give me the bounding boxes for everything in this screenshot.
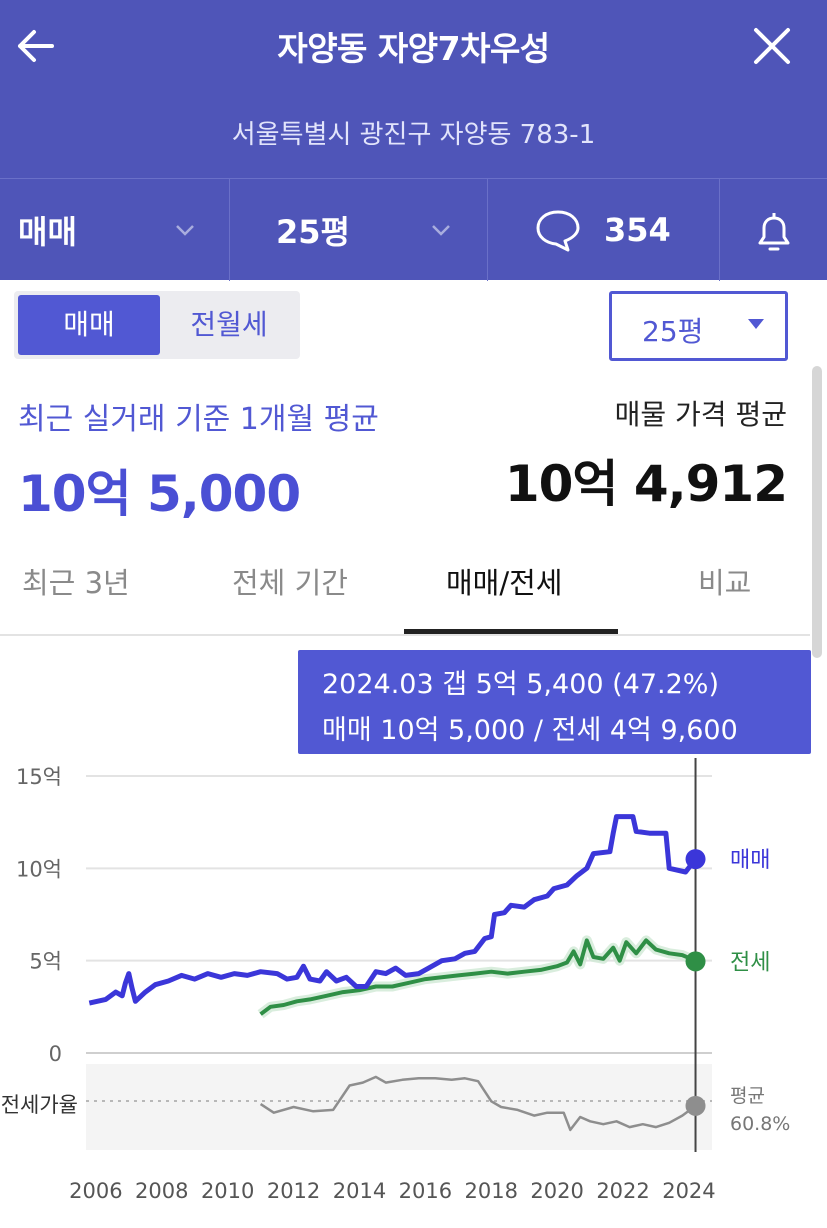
recent-average-label: 최근 실거래 기준 1개월 평균: [18, 402, 379, 437]
period-tabs: 최근 3년 전체 기간 매매/전세 비교: [0, 540, 810, 636]
scrollbar[interactable]: [812, 366, 822, 658]
filter-bar: 매매 25평 354: [0, 178, 827, 281]
y-tick-label: 10억: [16, 857, 62, 881]
sale-series-label: 매매: [730, 848, 770, 873]
x-tick-label: 2020: [530, 1179, 583, 1203]
ratio-end-point: [685, 1095, 706, 1116]
series-sale-line: [88, 814, 698, 1006]
tab-recent-3y[interactable]: 최근 3년: [22, 566, 130, 600]
size-select[interactable]: 25평: [609, 291, 788, 361]
active-tab-underline: [404, 629, 618, 634]
jeonse-end-point: [685, 951, 706, 972]
tooltip-price-line: 매매 10억 5,000 / 전세 4억 9,600: [322, 715, 738, 746]
y-tick-label: 15억: [16, 765, 62, 789]
x-tick-label: 2022: [596, 1179, 649, 1203]
x-tick-label: 2008: [135, 1179, 188, 1203]
comment-count: 354: [604, 211, 671, 249]
arrow-left-icon[interactable]: [14, 24, 58, 68]
alert-button[interactable]: [720, 179, 827, 281]
recent-average-value: 10억 5,000: [18, 465, 301, 523]
listing-average-label: 매물 가격 평균: [614, 398, 787, 431]
chevron-down-icon: [432, 225, 450, 236]
ratio-average-value: 60.8%: [730, 1113, 790, 1135]
size-dropdown[interactable]: 25평: [230, 179, 488, 281]
y-tick-label: 5억: [29, 950, 62, 974]
chart-tooltip: 2024.03 갭 5억 5,400 (47.2%) 매매 10억 5,000 …: [298, 650, 811, 754]
deal-type-segment: 매매 전월세: [14, 291, 300, 359]
ratio-axis-label: 전세가율: [1, 1093, 78, 1117]
x-tick-label: 2006: [69, 1179, 122, 1203]
price-chart[interactable]: 15억 10억 5억 0 2006 2008 2010 2012 2014 2016 2018 20…: [0, 640, 812, 1228]
bell-icon: [758, 213, 790, 251]
y-tick-label: 0: [49, 1042, 62, 1066]
jeonse-series-label: 전세: [730, 950, 770, 975]
ratio-panel-bg: [86, 1064, 712, 1150]
series-ratio-line: [259, 1075, 697, 1132]
size-label: 25평: [276, 213, 350, 251]
segment-rent[interactable]: 전월세: [190, 308, 268, 341]
x-tick-label: 2012: [267, 1179, 320, 1203]
x-tick-label: 2010: [201, 1179, 254, 1203]
tab-sale-jeonse[interactable]: 매매/전세: [446, 566, 563, 600]
tab-compare[interactable]: 비교: [698, 566, 752, 600]
x-tick-label: 2018: [465, 1179, 518, 1203]
size-select-value: 25평: [642, 315, 704, 348]
address-text: 서울특별시 광진구 자양동 783-1: [231, 120, 596, 150]
series-jeonse-line: [259, 938, 697, 1016]
speech-bubble-icon: [536, 210, 580, 252]
listing-average-value: 10억 4,912: [504, 455, 788, 513]
app-header: 자양동 자양7차우성 서울특별시 광진구 자양동 783-1 매매 25평 35…: [0, 0, 827, 281]
sale-end-point: [685, 849, 706, 870]
caret-down-icon: [748, 319, 764, 329]
tooltip-gap-line: 2024.03 갭 5억 5,400 (47.2%): [322, 669, 719, 700]
x-tick-label: 2024: [662, 1179, 715, 1203]
deal-type-label: 매매: [18, 213, 77, 251]
chevron-down-icon: [176, 225, 194, 236]
ratio-average-label: 평균: [730, 1085, 765, 1107]
x-tick-label: 2014: [333, 1179, 386, 1203]
close-icon[interactable]: [750, 24, 794, 68]
deal-type-dropdown[interactable]: 매매: [0, 179, 230, 281]
series-jeonse-band: [257, 935, 698, 1019]
x-tick-label: 2016: [399, 1179, 452, 1203]
tab-all-period[interactable]: 전체 기간: [232, 566, 348, 600]
comments-button[interactable]: 354: [488, 179, 720, 281]
page-title: 자양동 자양7차우성: [277, 29, 550, 68]
segment-sale[interactable]: 매매: [18, 295, 160, 355]
